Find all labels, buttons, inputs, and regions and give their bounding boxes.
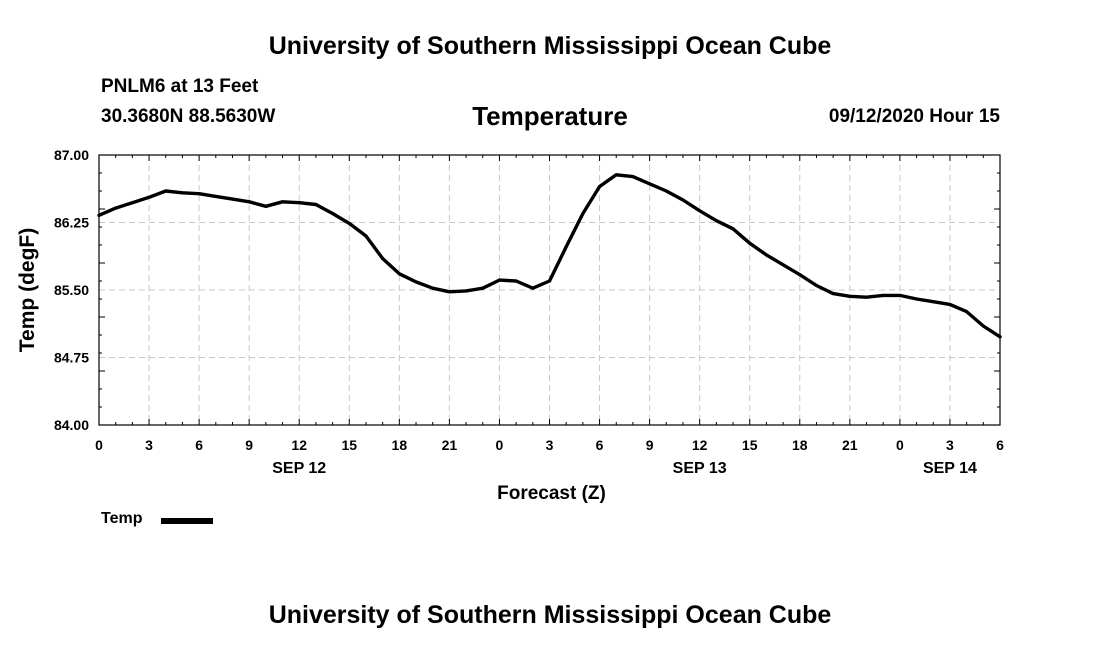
temp-data-point [798, 273, 802, 277]
temp-data-point [681, 198, 685, 202]
temp-data-point [998, 335, 1002, 339]
temp-data-point [247, 200, 251, 204]
y-tick-label: 84.00 [54, 417, 89, 433]
temp-data-point [631, 175, 635, 179]
temp-data-point [264, 204, 268, 208]
x-tick-label: 6 [596, 437, 604, 453]
legend-line-swatch [161, 518, 213, 524]
x-tick-label: 18 [792, 437, 808, 453]
bottom-title: University of Southern Mississippi Ocean… [268, 601, 832, 629]
temp-data-point [748, 241, 752, 245]
temp-data-point [381, 257, 385, 260]
temp-data-point [414, 280, 418, 284]
temp-data-point [297, 201, 301, 205]
temp-data-point [814, 284, 818, 287]
x-tick-label: 9 [646, 437, 654, 453]
coordinates-label: 30.3680N 88.5630W [101, 106, 276, 127]
x-tick-label: 3 [546, 437, 554, 453]
temp-data-point [164, 189, 168, 193]
top-title: University of Southern Mississippi Ocean… [268, 32, 832, 60]
temp-data-point [230, 197, 234, 201]
temp-data-point [331, 212, 335, 215]
temp-data-point [481, 286, 485, 290]
temp-data-point [447, 290, 451, 294]
temp-data-point [948, 302, 952, 306]
temp-data-point [915, 297, 919, 301]
temp-data-point [981, 324, 985, 328]
temp-data-point [865, 295, 869, 299]
y-tick-label: 86.25 [54, 215, 89, 231]
grid-lines [99, 155, 1000, 425]
temp-data-point [431, 286, 435, 290]
temp-data-point [464, 289, 468, 293]
temp-data-point [314, 203, 318, 206]
temp-data-point [514, 279, 518, 283]
temp-data-point [214, 194, 218, 198]
temp-data-point [664, 189, 668, 193]
temp-data-point [197, 192, 201, 196]
temp-data-point [731, 227, 735, 231]
axis-labels: 0 3 6 9 12 15 18 21 0 3 6 9 12 15 18 21 0 3 6 84.00 84.75 85.… [16, 147, 1004, 504]
x-tick-label: 12 [692, 437, 708, 453]
timestamp-label: 09/12/2020 Hour 15 [828, 106, 1000, 127]
x-tick-label: 0 [896, 437, 904, 453]
temp-data-point [97, 213, 101, 217]
temp-data-point [564, 245, 568, 249]
temp-data-point [281, 200, 285, 204]
series-layer [97, 173, 1002, 339]
x-tick-label: 15 [341, 437, 357, 453]
temp-data-point [614, 173, 618, 177]
temp-data-point [497, 278, 501, 282]
x-tick-label: 18 [392, 437, 408, 453]
y-tick-label: 84.75 [54, 350, 89, 366]
x-tick-label: 21 [442, 437, 458, 453]
temp-data-point [364, 234, 368, 238]
x-tick-label: 6 [195, 437, 203, 453]
x-tick-label: 9 [245, 437, 253, 453]
chart-title: Temperature [472, 101, 628, 131]
temp-data-point [764, 253, 768, 257]
temp-data-point [931, 300, 935, 304]
x-tick-label: 0 [95, 437, 103, 453]
x-axis-label: Forecast (Z) [497, 483, 606, 504]
x-tick-label: 6 [996, 437, 1004, 453]
temp-data-point [548, 279, 551, 283]
temp-data-point [180, 191, 184, 195]
x-tick-label: 15 [742, 437, 758, 453]
x-tick-label: 3 [145, 437, 153, 453]
temp-data-point [881, 293, 885, 297]
y-axis-label: Temp (degF) [16, 228, 39, 352]
date-label: SEP 13 [673, 460, 727, 477]
temp-data-point [531, 286, 535, 290]
x-tick-label: 3 [946, 437, 954, 453]
station-label: PNLM6 at 13 Feet [101, 76, 259, 97]
x-tick-label: 0 [496, 437, 504, 453]
x-tick-label: 21 [842, 437, 858, 453]
axes [98, 154, 1001, 426]
temp-data-point [581, 212, 585, 215]
temp-data-point [965, 310, 969, 314]
temp-data-point [147, 195, 151, 199]
temp-data-point [831, 292, 835, 296]
legend-label: Temp [101, 510, 143, 527]
temp-data-point [781, 263, 785, 267]
temp-data-point [898, 293, 902, 297]
temp-data-point [698, 209, 702, 213]
y-tick-label: 87.00 [54, 147, 89, 163]
y-tick-label: 85.50 [54, 282, 89, 298]
temp-data-point [648, 182, 652, 186]
date-label: SEP 12 [272, 460, 326, 477]
temp-data-point [848, 294, 852, 298]
date-label: SEP 14 [923, 460, 977, 477]
temp-data-point [130, 201, 134, 205]
temp-data-point [114, 206, 118, 210]
x-tick-label: 12 [291, 437, 307, 453]
temp-data-point [347, 221, 351, 225]
temp-data-point [397, 272, 401, 276]
temp-data-point [714, 219, 718, 223]
temp-data-point [598, 185, 602, 188]
